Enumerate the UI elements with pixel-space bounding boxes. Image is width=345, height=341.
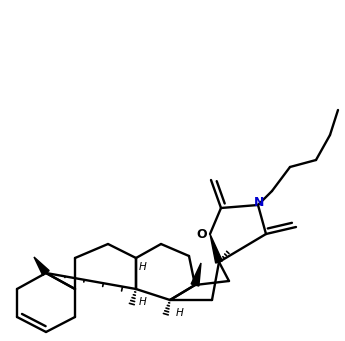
Text: H: H xyxy=(139,297,147,307)
Polygon shape xyxy=(191,263,201,286)
Text: O: O xyxy=(197,227,207,240)
Text: N: N xyxy=(254,196,264,209)
Polygon shape xyxy=(210,234,222,263)
Text: H: H xyxy=(139,262,147,272)
Polygon shape xyxy=(34,257,49,276)
Text: H: H xyxy=(176,308,184,318)
